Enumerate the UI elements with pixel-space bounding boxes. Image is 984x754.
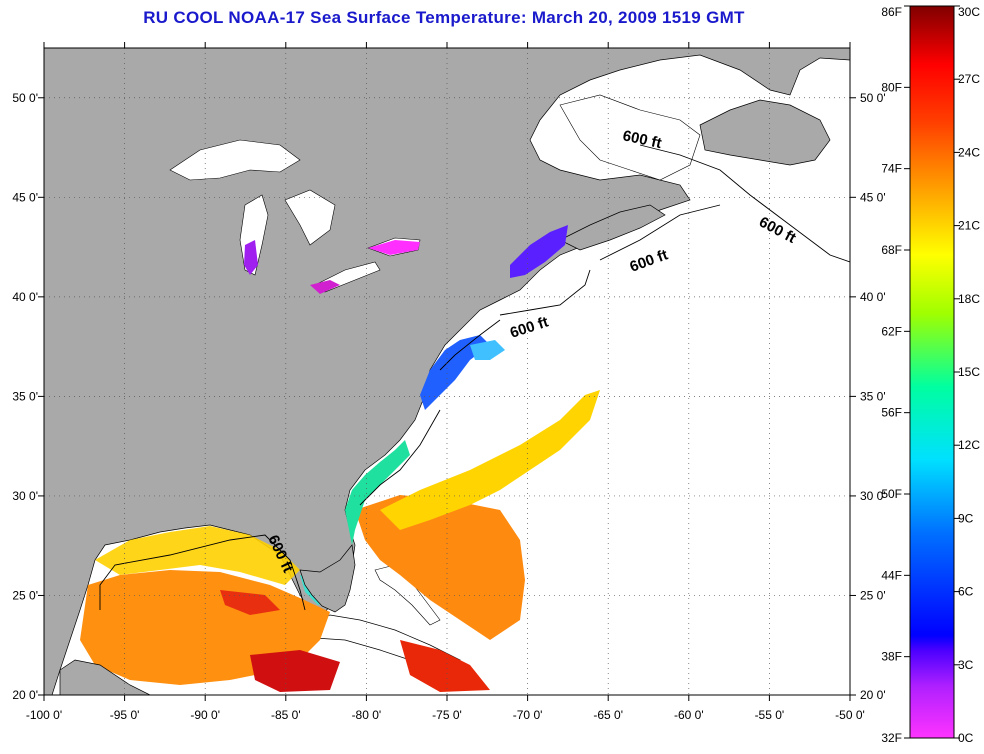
colorbar-label-f: 32F	[881, 731, 902, 745]
lon-tick-label: -50 0'	[835, 708, 865, 722]
map-title: RU COOL NOAA-17 Sea Surface Temperature:…	[143, 8, 745, 27]
colorbar-label-f: 80F	[881, 80, 902, 94]
sst-lake-michigan	[244, 240, 258, 275]
colorbar-label-c: 24C	[958, 145, 980, 159]
sst-shelf-cyan	[470, 340, 505, 360]
lat-tick-label-right: 45 0'	[860, 190, 886, 204]
axis-ticks: -100 0' -95 0' -90 0' -85 0' -80 0' -75 0' -70…	[12, 42, 886, 722]
lat-tick-label: 45 0'	[12, 190, 38, 204]
land-florida	[299, 544, 356, 613]
sst-gulf-red	[220, 590, 280, 615]
lat-tick-label-right: 30 0'	[860, 489, 886, 503]
lat-tick-label-right: 35 0'	[860, 389, 886, 403]
lat-tick-label: 50 0'	[12, 91, 38, 105]
lat-tick-label: 40 0'	[12, 290, 38, 304]
lat-tick-label: 25 0'	[12, 588, 38, 602]
sst-shelf-green	[345, 440, 410, 545]
land-newfoundland	[699, 99, 831, 166]
lake-superior	[169, 139, 301, 181]
colorbar-label-f: 86F	[881, 5, 902, 19]
colorbar-label-c: 6C	[958, 585, 974, 599]
lat-tick-label: 35 0'	[12, 389, 38, 403]
lat-tick-label-right: 25 0'	[860, 588, 886, 602]
colorbar-label-c: 9C	[958, 511, 974, 525]
sst-shelf-blue	[420, 335, 490, 410]
lat-tick-label-right: 20 0'	[860, 688, 886, 702]
lon-tick-label: -85 0'	[271, 708, 301, 722]
colorbar-label-c: 30C	[958, 5, 980, 19]
lon-tick-label: -65 0'	[593, 708, 623, 722]
land-yucatan	[59, 659, 151, 695]
colorbar-label-c: 18C	[958, 292, 980, 306]
lon-tick-label: -80 0'	[352, 708, 382, 722]
colorbar-label-f: 44F	[881, 568, 902, 582]
lat-tick-label-right: 40 0'	[860, 290, 886, 304]
sst-gulfstream-yellow	[380, 390, 600, 530]
sst-atlantic-red	[400, 640, 490, 692]
sst-gulf-of-maine	[510, 225, 568, 278]
lat-tick-label-right: 50 0'	[860, 91, 886, 105]
sst-atlantic-orange	[355, 495, 525, 640]
lon-tick-label: -60 0'	[674, 708, 704, 722]
colorbar-label-f: 62F	[881, 324, 902, 338]
colorbar-label-f: 68F	[881, 243, 902, 257]
gulf-st-lawrence	[559, 94, 701, 181]
lat-tick-label: 30 0'	[12, 489, 38, 503]
sst-gulf-warm-yellow	[95, 526, 300, 585]
land-nova-scotia	[559, 204, 666, 251]
colorbar-ticks: 86F 80F 74F 68F 62F 56F 50F 44F 38F 32F 30C 27C 24C 2…	[881, 5, 980, 745]
colorbar-label-f: 50F	[881, 487, 902, 501]
colorbar-label-f: 74F	[881, 162, 902, 176]
colorbar	[909, 5, 955, 739]
lon-tick-label: -75 0'	[432, 708, 462, 722]
lat-tick-label: 20 0'	[12, 688, 38, 702]
lon-tick-label: -100 0'	[26, 708, 62, 722]
sst-lake-ontario	[368, 240, 420, 255]
lon-tick-label: -55 0'	[755, 708, 785, 722]
sst-lake-erie	[310, 280, 340, 294]
lon-tick-label: -90 0'	[190, 708, 220, 722]
colorbar-label-c: 27C	[958, 72, 980, 86]
colorbar-label-c: 21C	[958, 219, 980, 233]
colorbar-label-f: 38F	[881, 650, 902, 664]
colorbar-label-c: 12C	[958, 438, 980, 452]
colorbar-label-c: 15C	[958, 365, 980, 379]
colorbar-label-f: 56F	[881, 406, 902, 420]
lon-tick-label: -70 0'	[513, 708, 543, 722]
colorbar-label-c: 3C	[958, 658, 974, 672]
isobath-600ft	[99, 144, 850, 611]
lon-tick-label: -95 0'	[110, 708, 140, 722]
lake-huron	[284, 189, 336, 246]
sst-gulf-south-red	[250, 650, 340, 692]
colorbar-label-c: 0C	[958, 731, 974, 745]
